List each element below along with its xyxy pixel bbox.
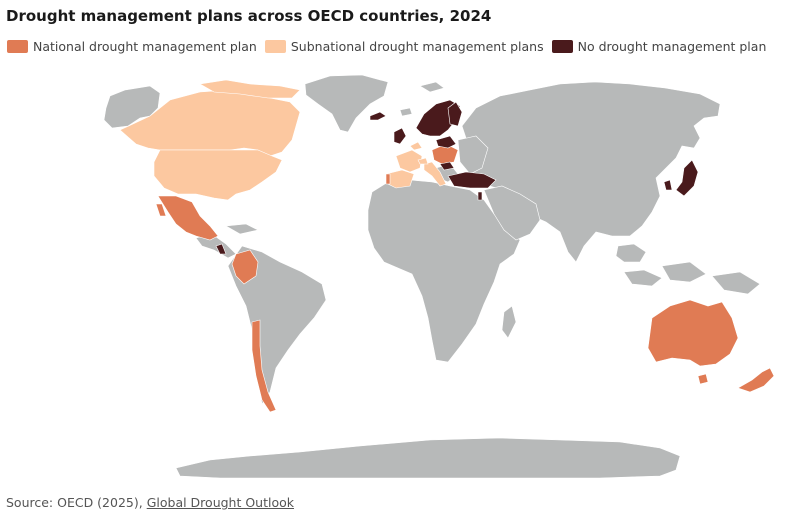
region-southeast-asia[interactable]	[615, 243, 647, 263]
legend: National drought management plan Subnati…	[7, 39, 774, 54]
country-colombia[interactable]	[231, 249, 259, 285]
legend-item-subnational[interactable]: Subnational drought management plans	[264, 39, 544, 54]
country-hungary[interactable]	[439, 161, 455, 171]
country-france[interactable]	[395, 149, 423, 173]
country-israel[interactable]	[477, 191, 483, 201]
country-portugal[interactable]	[385, 173, 391, 185]
legend-item-national[interactable]: National drought management plan	[7, 39, 257, 54]
country-switzerland[interactable]	[417, 157, 429, 165]
region-indonesia-east[interactable]	[661, 261, 707, 283]
region-svalbard[interactable]	[419, 81, 445, 93]
legend-swatch-national	[7, 40, 28, 53]
source-prefix: Source: OECD (2025),	[6, 495, 147, 510]
no-plan-countries	[215, 99, 699, 255]
region-indonesia-west[interactable]	[623, 269, 663, 287]
country-italy[interactable]	[423, 161, 447, 187]
chart-title: Drought management plans across OECD cou…	[6, 7, 492, 25]
source-note: Source: OECD (2025), Global Drought Outl…	[6, 495, 294, 510]
country-korea[interactable]	[663, 179, 673, 191]
country-mexico-baja[interactable]	[155, 203, 167, 217]
region-south-america[interactable]	[227, 245, 327, 405]
country-iceland[interactable]	[369, 111, 387, 121]
country-new-zealand[interactable]	[737, 367, 775, 393]
legend-swatch-none	[551, 40, 573, 53]
region-greenland[interactable]	[304, 74, 389, 133]
legend-label-national: National drought management plan	[33, 39, 257, 54]
source-link[interactable]: Global Drought Outlook	[146, 495, 295, 510]
region-eastern-europe[interactable]	[457, 135, 489, 175]
country-uk[interactable]	[393, 127, 407, 145]
legend-item-none[interactable]: No drought management plan	[551, 39, 767, 54]
region-iceland-non[interactable]	[399, 107, 413, 117]
region-middle-east[interactable]	[483, 185, 541, 241]
region-new-guinea[interactable]	[711, 271, 761, 295]
world-map	[0, 62, 801, 490]
country-belgium[interactable]	[409, 141, 423, 151]
country-turkey[interactable]	[447, 171, 497, 189]
country-finland[interactable]	[447, 101, 463, 127]
country-costa-rica[interactable]	[215, 243, 227, 255]
country-usa[interactable]	[153, 149, 283, 201]
legend-swatch-subnational	[264, 40, 286, 53]
country-japan[interactable]	[675, 159, 699, 197]
country-canada-arctic[interactable]	[199, 79, 301, 99]
region-alaska[interactable]	[103, 85, 161, 129]
non-oecd-countries	[103, 74, 761, 479]
legend-label-none: No drought management plan	[577, 39, 767, 54]
country-poland[interactable]	[435, 135, 457, 149]
country-mexico[interactable]	[157, 195, 219, 241]
region-madagascar[interactable]	[501, 305, 517, 339]
country-australia[interactable]	[647, 299, 739, 367]
world-map-svg	[103, 74, 775, 479]
region-antarctica[interactable]	[175, 437, 681, 479]
country-tasmania[interactable]	[697, 373, 709, 385]
subnational-plan-countries	[119, 79, 447, 201]
national-plan-countries	[155, 143, 775, 413]
legend-label-subnational: Subnational drought management plans	[290, 39, 544, 54]
country-chile[interactable]	[251, 319, 277, 413]
region-africa[interactable]	[367, 179, 521, 363]
region-caribbean[interactable]	[225, 223, 259, 235]
